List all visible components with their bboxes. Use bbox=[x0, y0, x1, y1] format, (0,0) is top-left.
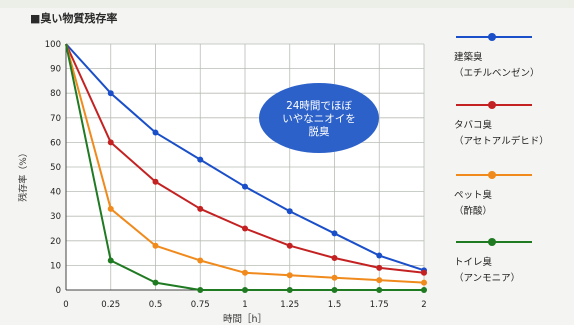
annotation-ellipse bbox=[259, 83, 379, 153]
x-tick-label-8: 2 bbox=[421, 300, 426, 310]
data-point-3-8 bbox=[421, 287, 427, 293]
data-point-2-2 bbox=[152, 242, 159, 249]
series-2 bbox=[65, 43, 427, 286]
x-tick-label-3: 0.75 bbox=[191, 300, 210, 310]
x-tick-label-7: 1.75 bbox=[370, 300, 389, 310]
annotation-line-1: いやなニオイを bbox=[282, 113, 356, 125]
data-point-3-6 bbox=[331, 287, 338, 293]
y-tick-label-9: 90 bbox=[50, 65, 61, 75]
legend-item-1: タバコ臭 （アセトアルデヒド） bbox=[452, 100, 574, 160]
data-point-0-4 bbox=[242, 183, 248, 190]
data-point-3-3 bbox=[197, 287, 204, 293]
x-axis-label: 時間［h］ bbox=[223, 314, 267, 325]
data-point-1-2 bbox=[152, 178, 159, 185]
legend-label-1: タバコ臭 （アセトアルデヒド） bbox=[454, 120, 549, 147]
series-layer bbox=[65, 43, 427, 293]
data-point-0-7 bbox=[376, 252, 383, 259]
y-axis-label: 残存率（%） bbox=[17, 148, 29, 202]
data-point-1-1 bbox=[107, 139, 114, 146]
y-tick-label-7: 70 bbox=[50, 114, 61, 124]
legend-marker-2 bbox=[488, 171, 496, 179]
legend-item-0: 建築臭 （エチルベンゼン） bbox=[452, 32, 574, 92]
data-point-0-1 bbox=[107, 90, 114, 97]
series-3 bbox=[65, 43, 427, 293]
legend-label-2: ペット臭 （酢酸） bbox=[454, 190, 493, 217]
legend-marker-3 bbox=[488, 238, 496, 246]
data-point-1-3 bbox=[197, 205, 204, 212]
series-1 bbox=[65, 43, 427, 276]
top-strip bbox=[0, 0, 574, 8]
data-point-1-8 bbox=[421, 269, 427, 276]
legend-item-3: トイレ臭 （アンモニア） bbox=[452, 237, 574, 297]
annotation-line-2: 脱臭 bbox=[309, 125, 330, 138]
y-tick-label-6: 60 bbox=[50, 138, 61, 148]
x-tick-label-0: 0 bbox=[63, 300, 68, 310]
data-point-1-6 bbox=[331, 255, 338, 262]
data-point-3-4 bbox=[242, 287, 248, 293]
y-tick-label-0: 0 bbox=[56, 286, 61, 296]
data-point-0-5 bbox=[286, 208, 293, 215]
y-tick-label-1: 10 bbox=[50, 261, 61, 271]
legend-label-3: トイレ臭 （アンモニア） bbox=[454, 257, 521, 284]
data-point-2-5 bbox=[286, 272, 293, 279]
series-0 bbox=[65, 43, 427, 274]
data-point-0-3 bbox=[197, 156, 204, 163]
data-point-2-4 bbox=[242, 269, 248, 276]
y-tick-label-3: 30 bbox=[50, 212, 61, 222]
legend-marker-1 bbox=[488, 101, 496, 109]
x-tick-label-4: 1 bbox=[242, 300, 247, 310]
annotation-layer: 24時間でほぼいやなニオイを脱臭 bbox=[259, 83, 379, 153]
data-point-0-6 bbox=[331, 230, 338, 237]
tick-layer: 0 10 20 30 40 50 60 70 80 90 100 0 0.25 0.5 0.75 1 1.25 1… bbox=[45, 40, 427, 310]
annotation-text: 24時間でほぼいやなニオイを脱臭 bbox=[282, 100, 356, 138]
x-tick-label-2: 0.5 bbox=[149, 300, 163, 310]
data-point-3-5 bbox=[286, 287, 293, 293]
data-point-2-8 bbox=[421, 279, 427, 286]
data-point-2-7 bbox=[376, 277, 383, 284]
data-point-1-4 bbox=[242, 225, 248, 232]
x-tick-label-5: 1.25 bbox=[280, 300, 299, 310]
x-tick-label-1: 0.25 bbox=[101, 300, 120, 310]
chart-title: ■臭い物質残存率 bbox=[30, 12, 118, 25]
y-tick-label-10: 100 bbox=[45, 40, 61, 50]
data-point-0-2 bbox=[152, 129, 159, 136]
legend-label-0: 建築臭 （エチルベンゼン） bbox=[454, 52, 540, 79]
data-point-3-7 bbox=[376, 287, 383, 293]
y-tick-label-5: 50 bbox=[50, 163, 61, 173]
data-point-2-3 bbox=[197, 257, 204, 264]
y-tick-label-4: 40 bbox=[50, 188, 61, 198]
y-tick-label-8: 80 bbox=[50, 89, 61, 99]
data-point-1-7 bbox=[376, 264, 383, 271]
data-point-3-1 bbox=[107, 257, 114, 264]
y-tick-label-2: 20 bbox=[50, 237, 61, 247]
data-point-3-2 bbox=[152, 279, 159, 286]
annotation-line-0: 24時間でほぼ bbox=[286, 100, 352, 112]
x-tick-label-6: 1.5 bbox=[328, 300, 342, 310]
data-point-1-5 bbox=[286, 242, 293, 249]
data-point-2-1 bbox=[107, 205, 114, 212]
legend-marker-0 bbox=[488, 33, 496, 41]
data-point-2-6 bbox=[331, 274, 338, 281]
legend-item-2: ペット臭 （酢酸） bbox=[452, 170, 574, 230]
